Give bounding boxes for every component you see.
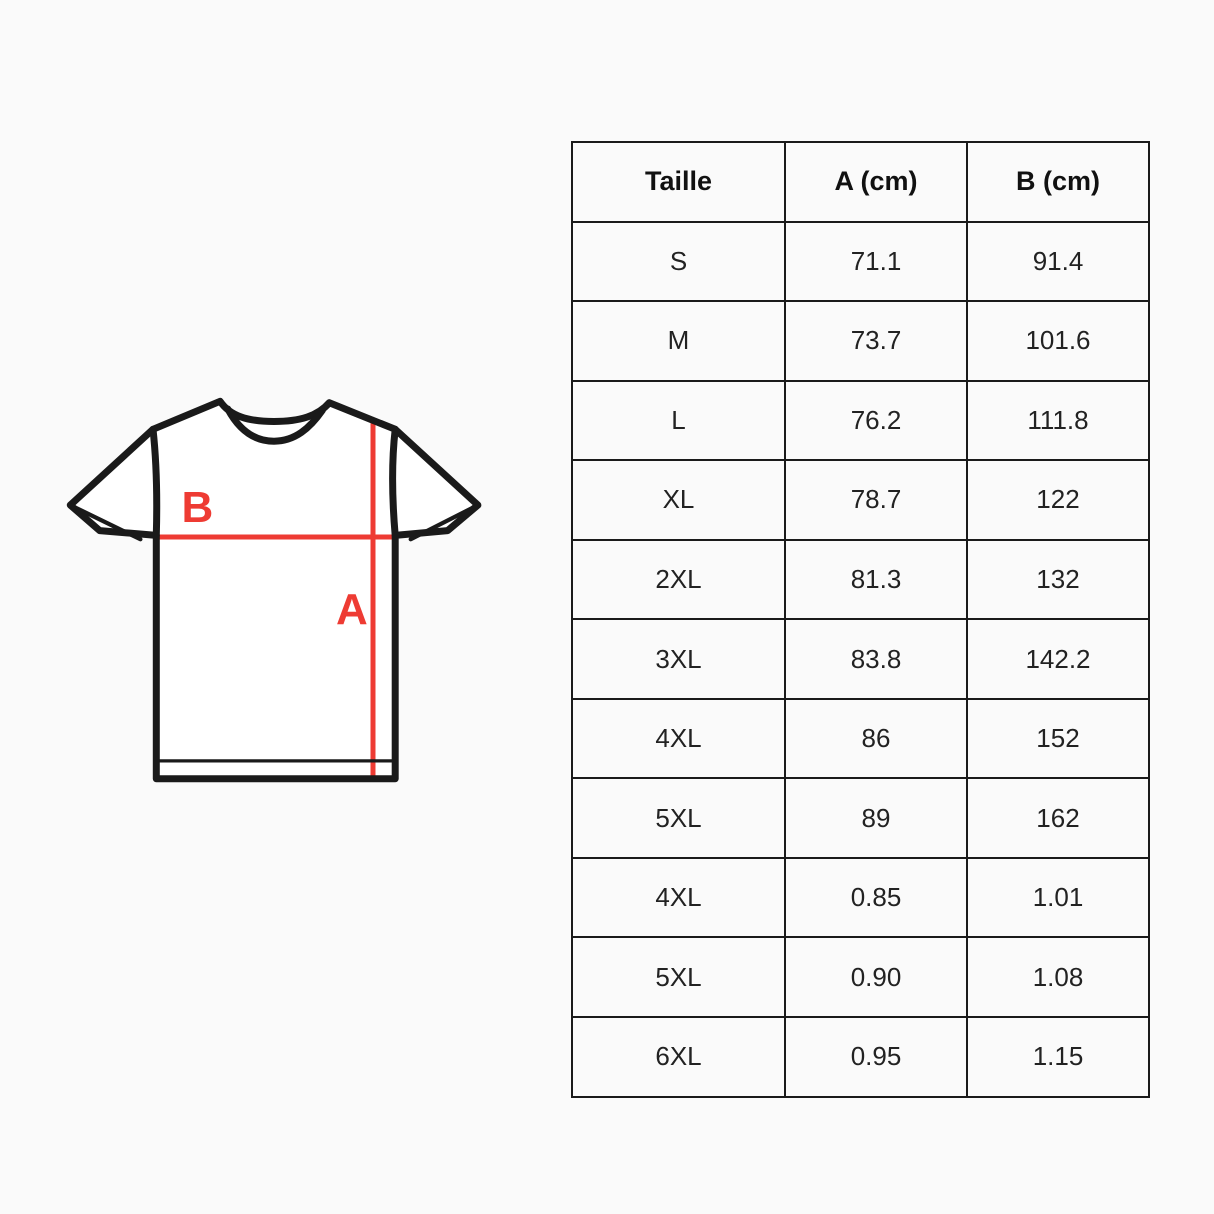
svg-text:B: B: [182, 483, 214, 532]
svg-text:A: A: [336, 585, 368, 634]
